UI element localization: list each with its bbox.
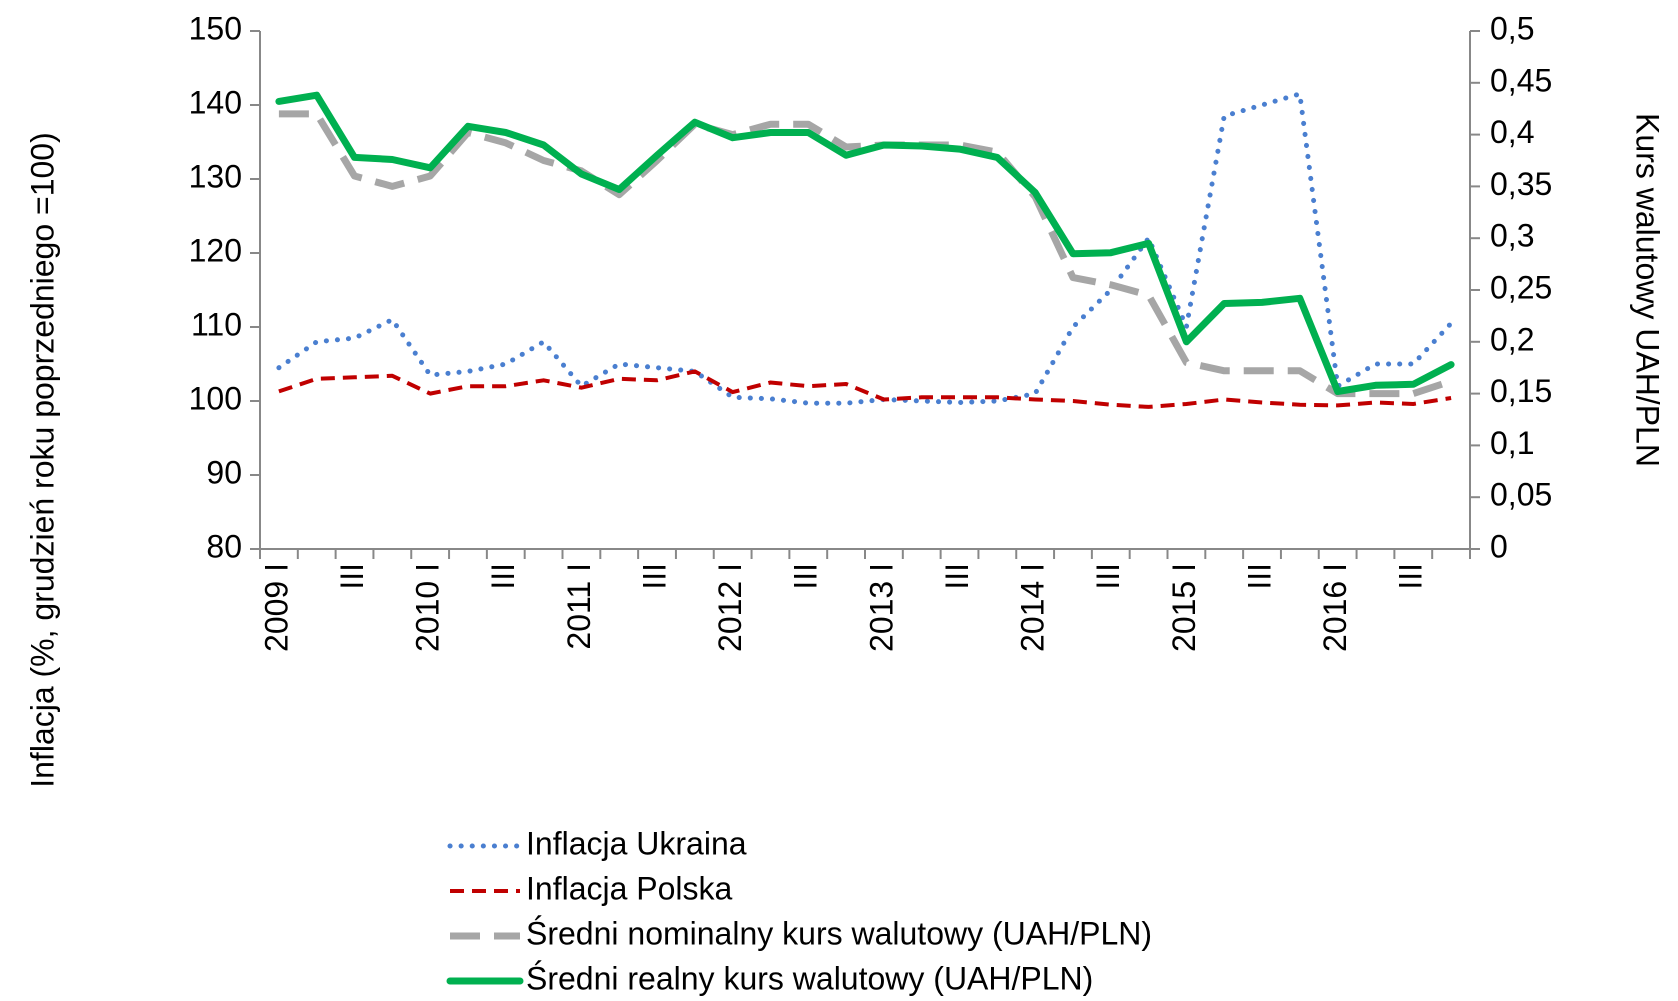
x-tick-label: III <box>939 563 975 590</box>
legend-label: Średni realny kurs walutowy (UAH/PLN) <box>526 960 1093 996</box>
y2-axis-title: Kurs walutowy UAH/PLN <box>1630 113 1666 467</box>
y-tick-label: 110 <box>191 306 242 342</box>
series-line <box>278 369 1452 409</box>
y2-tick-label: 0,15 <box>1490 373 1552 409</box>
y-tick-label: 80 <box>206 528 242 564</box>
x-tick-label: III <box>788 563 824 590</box>
x-tick-label: III <box>1393 563 1429 590</box>
y2-tick-label: 0,2 <box>1490 321 1534 357</box>
y-tick-label: 120 <box>189 232 242 268</box>
x-tick-label: 2015 I <box>1166 563 1202 652</box>
x-tick-label: 2009 I <box>258 563 294 652</box>
series-line <box>276 91 1454 406</box>
y2-tick-label: 0,5 <box>1490 10 1534 46</box>
x-tick-label: 2014 I <box>1015 563 1051 652</box>
x-tick-label: III <box>485 563 521 590</box>
x-tick-label: III <box>636 563 672 590</box>
legend-label: Inflacja Polska <box>526 870 733 906</box>
y-tick-label: 140 <box>189 84 242 120</box>
x-tick-label: III <box>1090 563 1126 590</box>
y2-tick-label: 0,4 <box>1490 114 1534 150</box>
y2-tick-label: 0 <box>1490 528 1508 564</box>
y-tick-label: 150 <box>189 10 242 46</box>
y2-tick-label: 0,1 <box>1490 425 1534 461</box>
x-tick-label: III <box>334 563 370 590</box>
y2-tick-label: 0,45 <box>1490 62 1552 98</box>
x-tick-label: III <box>1241 563 1277 590</box>
y2-tick-label: 0,35 <box>1490 166 1552 202</box>
y-tick-label: 100 <box>189 380 242 416</box>
y2-tick-label: 0,05 <box>1490 477 1552 513</box>
x-tick-label: 2016 I <box>1317 563 1353 652</box>
y-axis-title: Inflacja (%, grudzień roku poprzedniego … <box>24 132 60 788</box>
x-tick-label: 2012 I <box>712 563 748 652</box>
legend-label: Inflacja Ukraina <box>526 825 747 861</box>
x-tick-label: 2013 I <box>863 563 899 652</box>
series-line <box>278 110 1453 398</box>
y-tick-label: 130 <box>189 158 242 194</box>
series-line <box>275 91 1455 395</box>
x-tick-label: 2011 I <box>561 563 597 650</box>
y-tick-label: 90 <box>206 454 242 490</box>
x-tick-label: 2010 I <box>410 563 446 652</box>
legend-label: Średni nominalny kurs walutowy (UAH/PLN) <box>526 915 1152 951</box>
y2-tick-label: 0,25 <box>1490 269 1552 305</box>
y2-tick-label: 0,3 <box>1490 218 1534 254</box>
